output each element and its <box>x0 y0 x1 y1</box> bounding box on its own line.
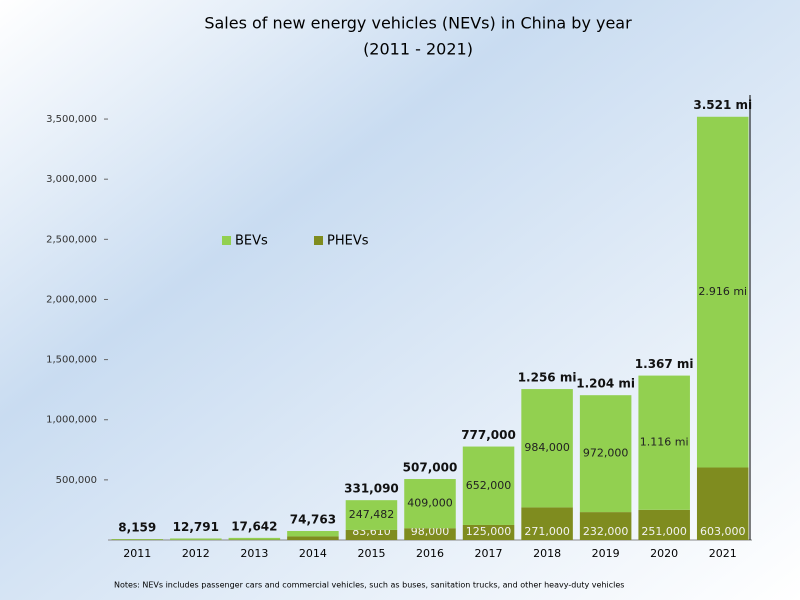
value-label: 409,000 <box>407 497 453 510</box>
total-label: 12,791 <box>173 520 219 534</box>
value-label: 984,000 <box>524 441 570 454</box>
bar-segment <box>287 536 339 540</box>
bar-segment <box>170 538 222 540</box>
value-label: 125,000 <box>466 525 512 538</box>
y-tick-label: 2,000,000 <box>46 294 97 305</box>
bar-segment <box>696 467 749 540</box>
bar-segment <box>228 537 281 540</box>
bar-segment <box>579 512 632 540</box>
value-label: 603,000 <box>700 525 746 538</box>
x-tick-label: 2019 <box>592 547 620 560</box>
legend-label: PHEVs <box>327 234 369 249</box>
total-label: 1.367 mi <box>635 357 694 371</box>
note: Notes: NEVs includes passenger cars and … <box>114 581 624 590</box>
value-label: 271,000 <box>524 525 570 538</box>
total-label: 1.204 mi <box>576 377 635 391</box>
x-tick-label: 2011 <box>123 547 151 560</box>
bar-segment <box>696 116 749 468</box>
total-label: 1.256 mi <box>518 370 577 384</box>
y-tick-label: 2,500,000 <box>46 234 97 245</box>
total-label: 17,642 <box>231 519 277 533</box>
bar-segment <box>462 446 515 525</box>
bar-segment <box>345 500 398 530</box>
bar-segment <box>345 529 398 540</box>
value-label: 972,000 <box>583 447 629 460</box>
value-label: 232,000 <box>583 525 629 538</box>
legend-label: BEVs <box>235 234 268 249</box>
x-tick-label: 2018 <box>533 547 561 560</box>
x-tick-label: 2015 <box>357 547 385 560</box>
value-label: 652,000 <box>466 479 512 492</box>
bar-segment <box>462 524 515 540</box>
x-tick-label: 2021 <box>709 547 737 560</box>
bar-segment <box>521 389 573 508</box>
total-label: 8,159 <box>118 521 156 535</box>
legend-swatch <box>222 236 231 245</box>
y-tick-label: 1,500,000 <box>46 355 97 366</box>
y-tick-label: 1,000,000 <box>46 415 97 426</box>
x-tick-label: 2013 <box>240 547 268 560</box>
x-tick-label: 2016 <box>416 547 444 560</box>
bar-segment <box>111 539 164 540</box>
value-label: 251,000 <box>641 525 687 538</box>
y-tick-label: 3,000,000 <box>46 174 97 185</box>
bar-segment <box>579 395 632 513</box>
y-tick-label: 500,000 <box>56 475 97 486</box>
value-label: 247,482 <box>349 508 395 521</box>
x-tick-label: 2012 <box>182 547 210 560</box>
bar-segment <box>404 479 456 529</box>
bar-segment <box>638 509 690 540</box>
total-label: 331,090 <box>344 482 399 496</box>
chart-subtitle: (2011 - 2021) <box>363 40 473 59</box>
bar-segment <box>404 528 456 540</box>
x-tick-label: 2020 <box>650 547 678 560</box>
value-label: 98,000 <box>411 525 450 538</box>
value-label: 2.916 mi <box>698 285 747 298</box>
total-label: 74,763 <box>290 513 336 527</box>
bar-segment <box>638 375 690 510</box>
bar-segment <box>287 531 339 537</box>
bar-segment <box>521 507 573 540</box>
legend-swatch <box>314 236 323 245</box>
total-label: 3.521 mi <box>693 98 752 112</box>
x-tick-label: 2014 <box>299 547 327 560</box>
x-tick-label: 2017 <box>475 547 503 560</box>
value-label: 1.116 mi <box>640 436 689 449</box>
total-label: 777,000 <box>461 428 516 442</box>
chart-title: Sales of new energy vehicles (NEVs) in C… <box>204 14 632 33</box>
total-label: 507,000 <box>403 461 458 475</box>
y-tick-label: 3,500,000 <box>46 114 97 125</box>
